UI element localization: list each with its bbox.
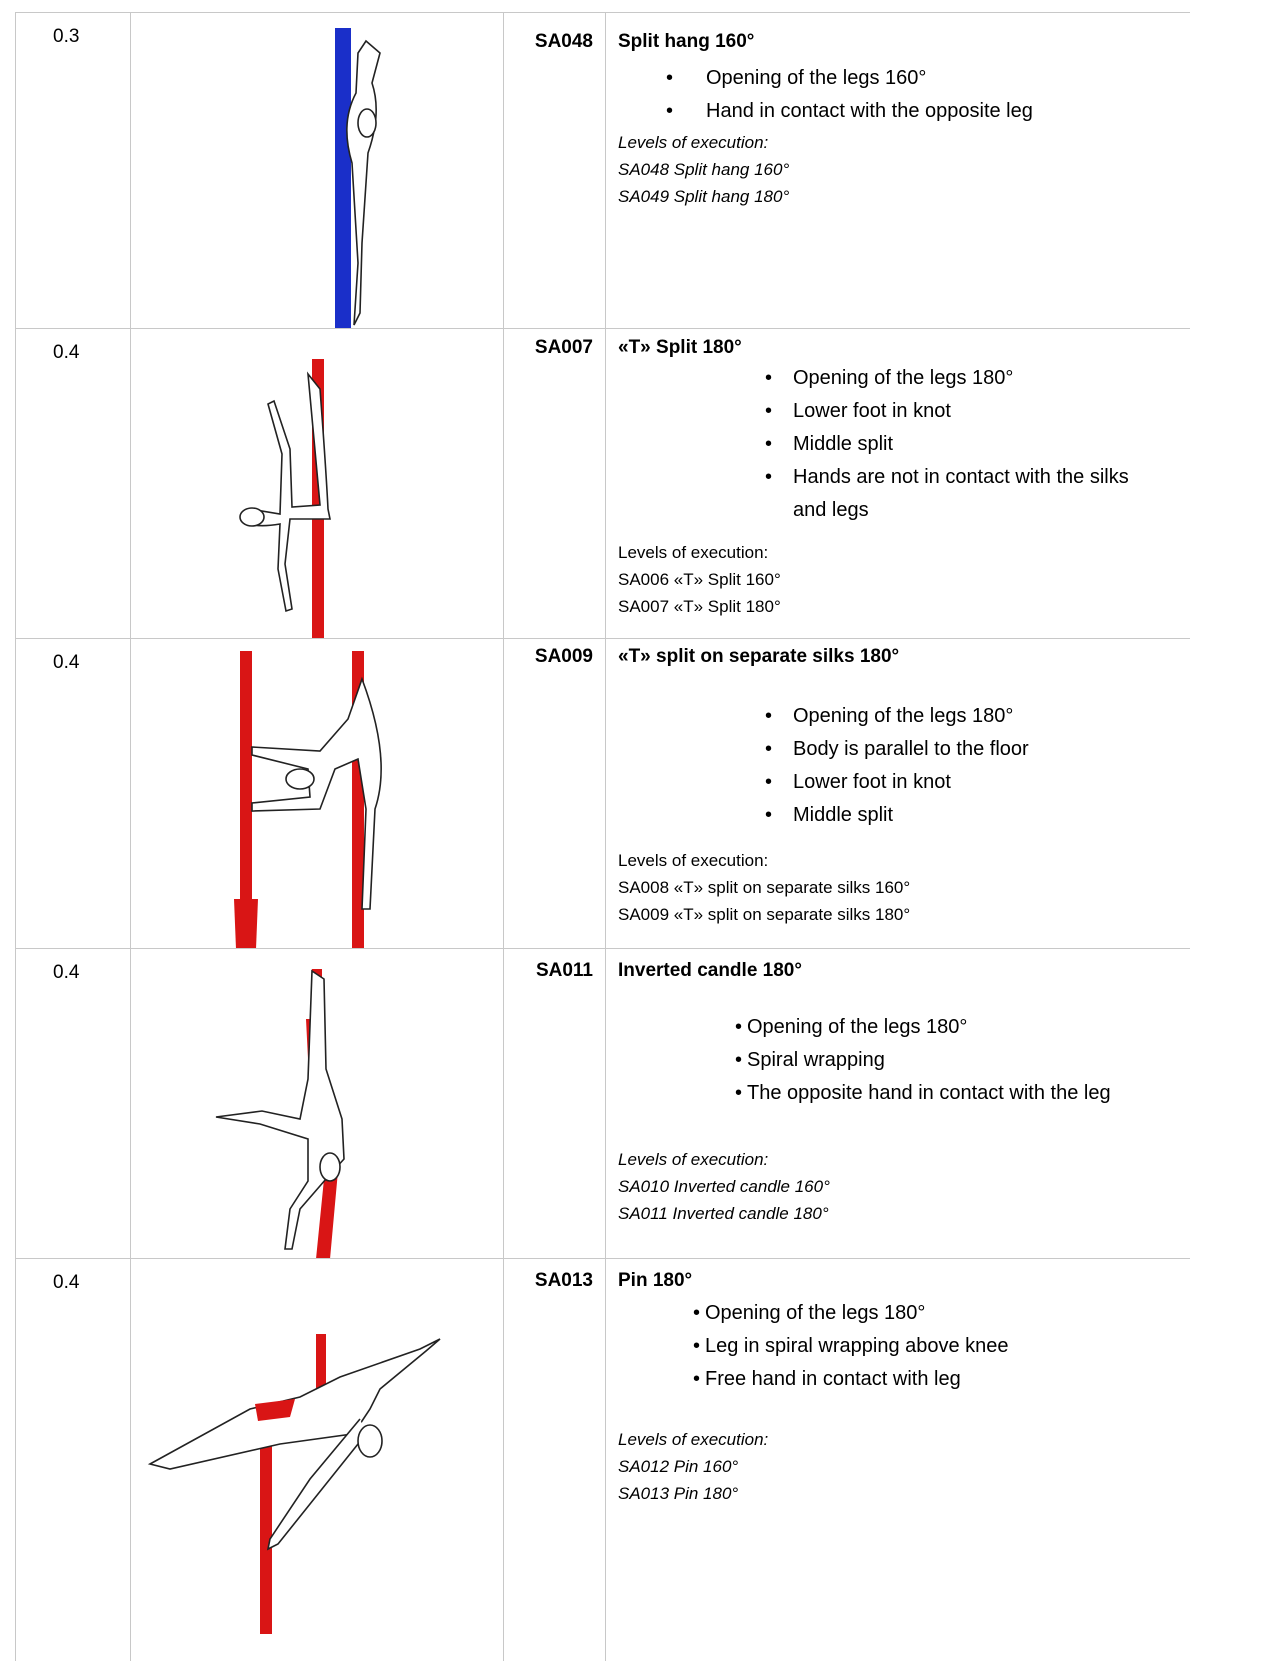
level: SA049 Split hang 180° [618,183,1190,210]
description: Split hang 160° Opening of the legs 160°H… [605,30,1190,210]
level: SA048 Split hang 160° [618,156,1190,183]
element-code: SA048 [503,30,593,54]
illustration [130,329,503,639]
criterion: Body is parallel to the floor [793,733,1163,766]
criterion: Opening of the legs 180° [793,700,1163,733]
level: SA007 «T» Split 180° [618,593,1190,620]
levels-heading: Levels of execution: [618,539,1190,566]
criteria-list: Opening of the legs 180°Spiral wrappingT… [605,1011,1190,1110]
level: SA009 «T» split on separate silks 180° [618,901,1190,928]
levels-heading: Levels of execution: [618,129,1190,156]
criterion: Spiral wrapping [747,1044,1197,1077]
description: Inverted candle 180° Opening of the legs … [605,959,1190,1227]
criterion: Hands are not in contact with the silks … [793,461,1163,527]
difficulty-value: 0.4 [53,651,79,675]
description: «T» Split 180°Opening of the legs 180°Lo… [605,336,1190,620]
criterion: Hand in contact with the opposite leg [706,95,1176,128]
criterion: Opening of the legs 180° [793,362,1163,395]
element-title: «T» Split 180° [618,336,1190,360]
level: SA006 «T» Split 160° [618,566,1190,593]
criteria-list: Opening of the legs 160°Hand in contact … [605,62,1190,128]
element-title: Pin 180° [618,1269,1190,1293]
levels-heading: Levels of execution: [618,847,1190,874]
table-row: 0.4 SA007 «T» Split 180°Opening of the leg… [15,328,1190,638]
element-title: Inverted candle 180° [618,959,1190,983]
cell-border [503,1259,504,1661]
table-row: 0.4 SA009 «T» split on separate silks 180°… [15,638,1190,948]
table-row: 0.4 SA013 Pin 180° Opening of the legs 180°… [15,1258,1190,1661]
element-code: SA009 [503,645,593,669]
criterion: Lower foot in knot [793,395,1163,428]
cell-border [15,329,16,638]
cell-border [503,13,504,328]
table-row: 0.4 SA011 Inverted candle 180° Opening of t… [15,948,1190,1258]
criterion: Free hand in contact with leg [705,1363,1175,1396]
criterion: Leg in spiral wrapping above knee [705,1330,1175,1363]
description: «T» split on separate silks 180° Opening … [605,645,1190,928]
element-code: SA007 [503,336,593,360]
criterion: Opening of the legs 160° [706,62,1176,95]
table-row: 0.3 SA048 Split hang 160° Opening of the le… [15,12,1190,328]
levels-heading: Levels of execution: [618,1146,1190,1173]
criterion: Opening of the legs 180° [705,1297,1175,1330]
illustration [130,13,503,329]
levels-heading: Levels of execution: [618,1426,1190,1453]
cell-border [15,949,16,1258]
element-code: SA013 [503,1269,593,1293]
criterion: Middle split [793,428,1163,461]
criterion: Middle split [793,799,1163,832]
difficulty-value: 0.4 [53,961,79,985]
criterion: The opposite hand in contact with the le… [747,1077,1197,1110]
difficulty-value: 0.4 [53,341,79,365]
description: Pin 180° Opening of the legs 180°Leg in s… [605,1269,1190,1507]
difficulty-value: 0.4 [53,1271,79,1295]
cell-border [503,949,504,1258]
criteria-list: Opening of the legs 180°Lower foot in kn… [605,362,1190,527]
cell-border [503,329,504,638]
page: 0.3 SA048 Split hang 160° Opening of the le… [0,0,1261,1661]
level: SA012 Pin 160° [618,1453,1190,1480]
cell-border [15,639,16,948]
element-title: Split hang 160° [618,30,1190,54]
cell-border [15,13,16,328]
criteria-list: Opening of the legs 180°Leg in spiral wr… [605,1297,1190,1396]
level: SA013 Pin 180° [618,1480,1190,1507]
element-title: «T» split on separate silks 180° [618,645,1190,669]
level: SA010 Inverted candle 160° [618,1173,1190,1200]
cell-border [15,1259,16,1661]
element-code: SA011 [503,959,593,983]
criterion: Lower foot in knot [793,766,1163,799]
illustration [130,1259,503,1662]
level: SA008 «T» split on separate silks 160° [618,874,1190,901]
illustration [130,949,503,1259]
illustration [130,639,503,949]
criteria-list: Opening of the legs 180°Body is parallel… [605,700,1190,832]
cell-border [503,639,504,948]
level: SA011 Inverted candle 180° [618,1200,1190,1227]
criterion: Opening of the legs 180° [747,1011,1197,1044]
difficulty-value: 0.3 [53,25,79,49]
